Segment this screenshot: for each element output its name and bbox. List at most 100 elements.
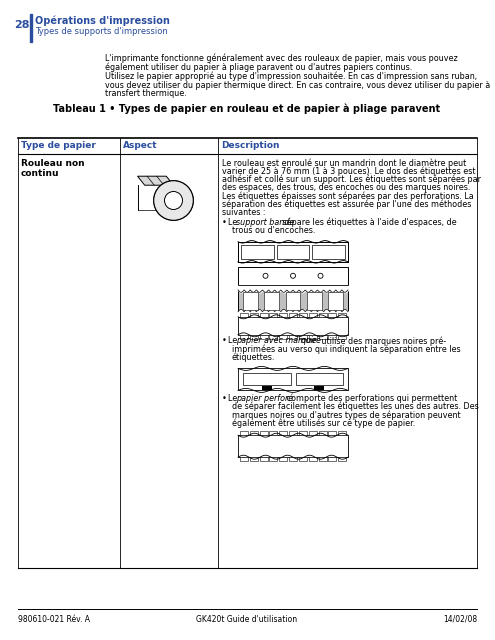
Bar [289, 335, 297, 339]
Text: Opérations d'impression: Opérations d'impression [35, 16, 170, 26]
Text: GK420t Guide d'utilisation: GK420t Guide d'utilisation [197, 614, 297, 623]
Text: continu: continu [21, 168, 59, 177]
Bar [314, 387, 324, 390]
Bar [289, 457, 297, 461]
Text: •: • [222, 218, 227, 227]
Bar [299, 431, 307, 435]
Text: 14/02/08: 14/02/08 [443, 614, 477, 623]
Bar [277, 244, 309, 259]
Bar [238, 317, 348, 335]
Text: Aspect: Aspect [123, 141, 157, 150]
Polygon shape [138, 176, 174, 185]
Bar [238, 267, 348, 285]
Text: L'imprimante fonctionne généralement avec des rouleaux de papier, mais vous pouv: L'imprimante fonctionne généralement ave… [105, 53, 458, 63]
Bar [289, 313, 297, 317]
Bar [318, 431, 327, 435]
Bar [328, 457, 336, 461]
Bar [249, 335, 258, 339]
Bar [318, 335, 327, 339]
Bar [328, 292, 343, 310]
Text: noire: noire [298, 336, 321, 346]
Bar [249, 431, 258, 435]
Bar [328, 431, 336, 435]
Text: papier avec marque: papier avec marque [236, 336, 316, 346]
Bar [262, 387, 272, 390]
Bar [240, 431, 248, 435]
Text: Le: Le [228, 336, 240, 346]
Text: Le rouleau est enroulé sur un mandrin dont le diamètre peut: Le rouleau est enroulé sur un mandrin do… [222, 158, 466, 168]
Circle shape [154, 180, 194, 220]
Text: utilise des marques noires pré-: utilise des marques noires pré- [319, 336, 446, 346]
Bar [309, 431, 317, 435]
Bar [318, 457, 327, 461]
Text: comporte des perforations qui permettent: comporte des perforations qui permettent [284, 394, 457, 403]
Text: papier perforé: papier perforé [236, 394, 293, 403]
Text: également être utilisés sur ce type de papier.: également être utilisés sur ce type de p… [232, 419, 415, 428]
Text: Les étiquettes épaisses sont séparées par des perforations. La: Les étiquettes épaisses sont séparées pa… [222, 191, 474, 200]
Bar [279, 313, 287, 317]
Text: étiquettes.: étiquettes. [232, 353, 275, 362]
Text: trous ou d'encoches.: trous ou d'encoches. [232, 226, 315, 235]
Bar [269, 457, 277, 461]
Text: Type de papier: Type de papier [21, 141, 96, 150]
Circle shape [318, 273, 323, 278]
Circle shape [263, 273, 268, 278]
Text: support bande: support bande [236, 218, 295, 227]
Bar [249, 457, 258, 461]
Text: Le: Le [228, 218, 240, 227]
Bar [238, 290, 348, 312]
Bar [279, 335, 287, 339]
Text: varier de 25 à 76 mm (1 à 3 pouces). Le dos des étiquettes est: varier de 25 à 76 mm (1 à 3 pouces). Le … [222, 166, 476, 176]
Text: marques noires ou d'autres types de séparation peuvent: marques noires ou d'autres types de sépa… [232, 410, 461, 420]
Text: séparation des étiquettes est assurée par l'une des méthodes: séparation des étiquettes est assurée pa… [222, 199, 471, 209]
Bar [309, 457, 317, 461]
Bar [259, 457, 267, 461]
Text: transfert thermique.: transfert thermique. [105, 90, 187, 99]
Bar [338, 335, 346, 339]
Bar [338, 431, 346, 435]
Bar [240, 313, 248, 317]
Text: •: • [222, 336, 227, 346]
Bar [286, 292, 300, 310]
Bar [264, 292, 279, 310]
Text: également utiliser du papier à pliage paravent ou d'autres papiers continus.: également utiliser du papier à pliage pa… [105, 62, 412, 72]
Bar [318, 313, 327, 317]
Bar [259, 431, 267, 435]
Bar [269, 313, 277, 317]
Text: suivantes :: suivantes : [222, 208, 265, 217]
Circle shape [164, 191, 183, 209]
Bar [279, 431, 287, 435]
Text: imprimées au verso qui indiquent la séparation entre les: imprimées au verso qui indiquent la sépa… [232, 344, 461, 354]
Text: Types de supports d'impression: Types de supports d'impression [35, 26, 168, 35]
Bar [328, 335, 336, 339]
Text: Tableau 1 • Types de papier en rouleau et de papier à pliage paravent: Tableau 1 • Types de papier en rouleau e… [53, 104, 441, 115]
Bar [338, 457, 346, 461]
Bar [296, 373, 343, 385]
Bar [240, 457, 248, 461]
Circle shape [154, 180, 194, 220]
Bar [328, 313, 336, 317]
Bar [309, 313, 317, 317]
Bar [240, 335, 248, 339]
Bar [309, 335, 317, 339]
Text: des espaces, des trous, des encoches ou des marques noires.: des espaces, des trous, des encoches ou … [222, 183, 470, 192]
Bar [299, 313, 307, 317]
Text: •: • [222, 394, 227, 403]
Bar [299, 457, 307, 461]
Text: 980610-021 Rév. A: 980610-021 Rév. A [18, 614, 90, 623]
Bar [238, 435, 348, 457]
Text: 28: 28 [14, 20, 30, 30]
Bar [259, 313, 267, 317]
Text: sépare les étiquettes à l'aide d'espaces, de: sépare les étiquettes à l'aide d'espaces… [280, 218, 456, 227]
Bar [241, 244, 274, 259]
Text: Utilisez le papier approprié au type d'impression souhaitée. En cas d'impression: Utilisez le papier approprié au type d'i… [105, 71, 477, 81]
Bar [312, 244, 345, 259]
Text: Le: Le [228, 394, 240, 403]
Bar [279, 457, 287, 461]
Bar [30, 14, 32, 42]
Text: Description: Description [221, 141, 280, 150]
Bar [269, 335, 277, 339]
Bar [238, 242, 348, 262]
Circle shape [291, 273, 296, 278]
Bar [289, 431, 297, 435]
